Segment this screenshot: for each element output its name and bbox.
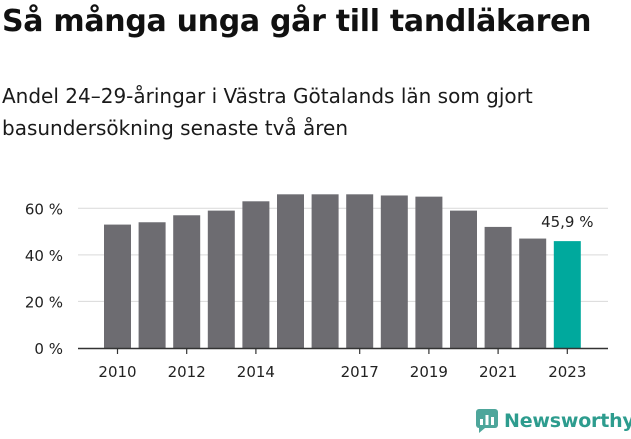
y-tick-label: 0 % <box>34 340 63 358</box>
x-tick-label: 2019 <box>410 363 448 381</box>
newsworthy-chart-logo-icon <box>476 409 498 433</box>
x-tick-label: 2021 <box>479 363 517 381</box>
brand-logo: Newsworthy <box>476 408 631 434</box>
bar-2023 <box>553 241 581 348</box>
x-tick-label: 2014 <box>237 363 275 381</box>
x-tick-label: 2010 <box>98 363 136 381</box>
chart-title: Så många unga går till tandläkaren <box>2 4 592 39</box>
data-label-2023: 45,9 % <box>541 213 593 231</box>
bar-2012 <box>173 215 201 348</box>
x-tick-label: 2012 <box>168 363 206 381</box>
bar-2013 <box>207 210 235 348</box>
bar-2010 <box>104 224 131 348</box>
bar-2019 <box>415 196 443 348</box>
bar-2017 <box>346 194 374 348</box>
bar-2015 <box>277 194 304 348</box>
y-tick-label: 60 % <box>25 200 63 218</box>
x-tick-label: 2017 <box>341 363 379 381</box>
brand-name: Newsworthy <box>504 410 631 432</box>
bar-2022 <box>519 238 547 348</box>
x-tick-label: 2023 <box>548 363 586 381</box>
bar-chart: 0 % 20 % 40 % 60 % 2010 2012 2014 2017 2019 2021 2… <box>25 194 608 381</box>
y-tick-label: 40 % <box>25 247 63 265</box>
bar-2014 <box>242 201 270 348</box>
chart-subtitle: Andel 24–29-åringar i Västra Götalands l… <box>2 84 533 140</box>
bar-2011 <box>138 222 166 348</box>
bar-2021 <box>484 226 512 348</box>
bar-2016 <box>311 194 339 348</box>
bar-2018 <box>380 195 408 348</box>
y-tick-label: 20 % <box>25 293 63 311</box>
bar-2020 <box>450 210 477 348</box>
